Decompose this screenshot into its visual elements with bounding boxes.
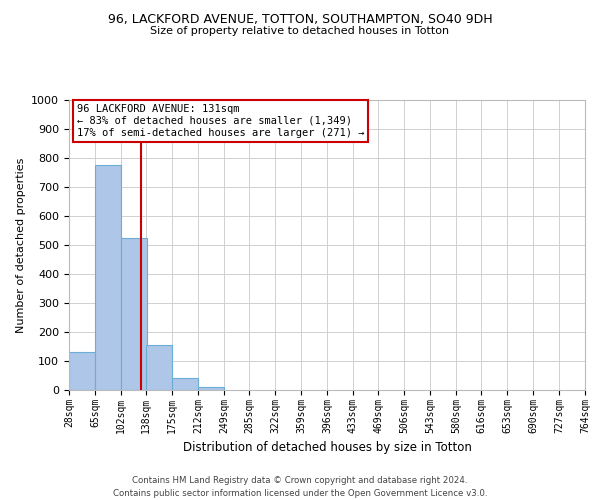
Text: Size of property relative to detached houses in Totton: Size of property relative to detached ho… [151, 26, 449, 36]
X-axis label: Distribution of detached houses by size in Totton: Distribution of detached houses by size … [182, 441, 472, 454]
Y-axis label: Number of detached properties: Number of detached properties [16, 158, 26, 332]
Bar [95, 166, 121, 390]
Bar [146, 345, 172, 390]
Bar [172, 378, 198, 390]
Text: 96 LACKFORD AVENUE: 131sqm
← 83% of detached houses are smaller (1,349)
17% of s: 96 LACKFORD AVENUE: 131sqm ← 83% of deta… [77, 104, 364, 138]
Bar [69, 352, 95, 390]
Text: 96, LACKFORD AVENUE, TOTTON, SOUTHAMPTON, SO40 9DH: 96, LACKFORD AVENUE, TOTTON, SOUTHAMPTON… [107, 12, 493, 26]
Bar [121, 238, 147, 390]
Bar [198, 387, 224, 390]
Text: Contains HM Land Registry data © Crown copyright and database right 2024.
Contai: Contains HM Land Registry data © Crown c… [113, 476, 487, 498]
